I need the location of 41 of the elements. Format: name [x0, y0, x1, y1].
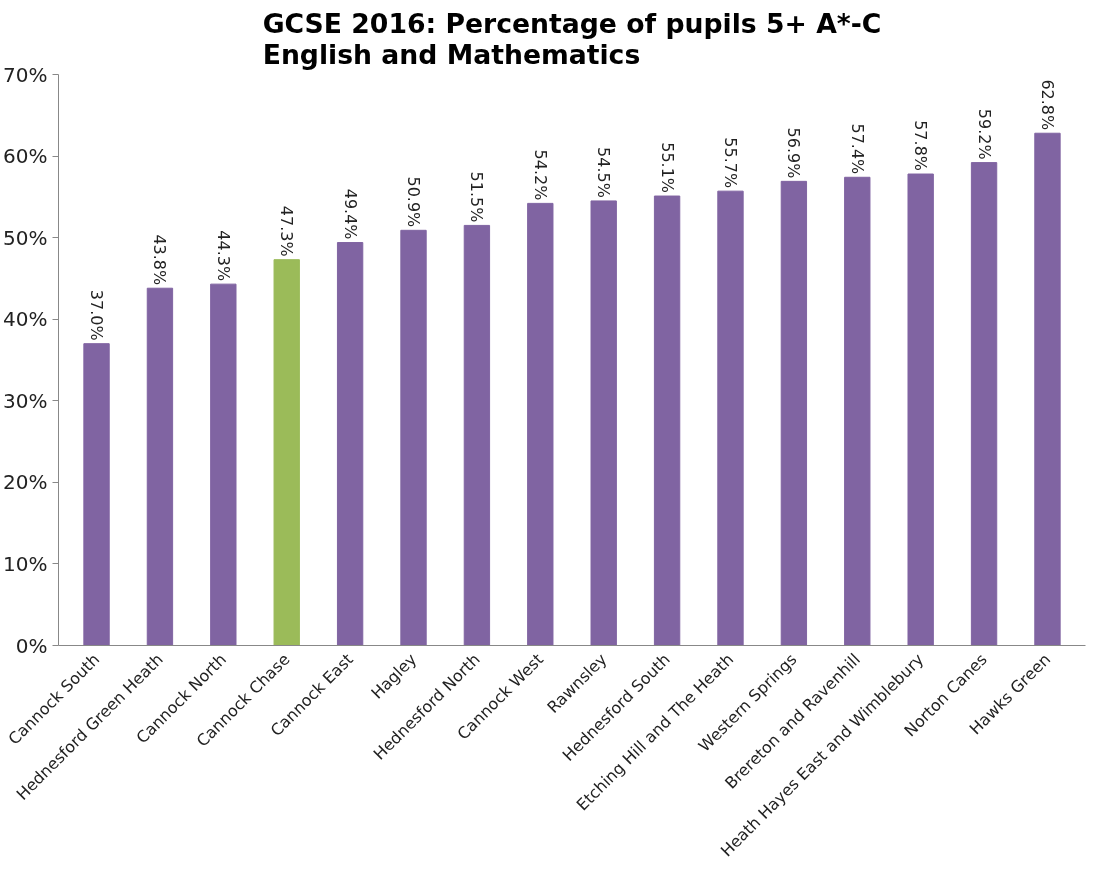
- bar: [970, 162, 998, 646]
- bar: [210, 283, 237, 646]
- y-tick-label: 30%: [3, 388, 48, 413]
- bar: [400, 229, 427, 646]
- chart-title: GCSE 2016: Percentage of pupils 5+ A*-C English and Mathematics: [262, 7, 882, 70]
- data-label: 57.8%: [911, 120, 931, 172]
- data-label: 62.8%: [1037, 79, 1057, 131]
- y-tick-label: 60%: [3, 144, 48, 169]
- data-label: 54.5%: [594, 147, 614, 198]
- data-label: 56.9%: [784, 127, 804, 179]
- bar: [83, 343, 110, 646]
- bar: [273, 259, 300, 646]
- data-label: 55.7%: [720, 137, 740, 189]
- bar: [527, 202, 554, 646]
- data-label: 57.4%: [847, 123, 867, 175]
- data-label: 43.8%: [150, 234, 170, 286]
- bar: [1034, 132, 1061, 646]
- data-label: 47.3%: [277, 205, 297, 257]
- data-label: 59.2%: [974, 108, 994, 160]
- bar: [780, 180, 808, 646]
- y-tick-label: 20%: [3, 470, 48, 495]
- data-label: 54.2%: [530, 149, 550, 201]
- bar: [907, 173, 934, 646]
- bar: [590, 200, 617, 646]
- data-label: 50.9%: [404, 176, 424, 228]
- bar: [463, 224, 491, 646]
- data-label: 37.0%: [87, 289, 107, 341]
- data-label: 44.3%: [213, 230, 233, 282]
- bar: [336, 242, 364, 646]
- data-label: 51.5%: [467, 171, 487, 223]
- bar: [653, 195, 681, 646]
- y-tick-label: 0%: [15, 633, 48, 658]
- y-tick-label: 50%: [3, 225, 48, 250]
- bar: [717, 190, 744, 646]
- data-label: 55.1%: [657, 142, 677, 194]
- y-tick-label: 40%: [3, 307, 48, 332]
- bar: [146, 287, 174, 646]
- y-tick-label: 70%: [3, 62, 48, 87]
- data-label: 49.4%: [340, 188, 360, 240]
- bar: [844, 176, 871, 646]
- y-tick-label: 10%: [3, 551, 48, 576]
